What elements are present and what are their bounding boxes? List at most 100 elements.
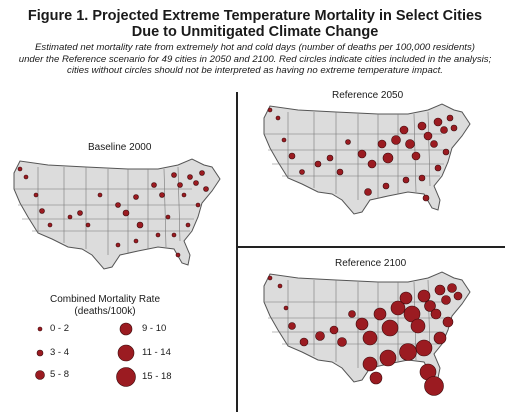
legend-title-line-1: Combined Mortality Rate [49,294,161,305]
legend-circle-3-4 [36,349,44,357]
city-circle [177,182,183,188]
city-circle [450,124,458,132]
city-circle [348,310,356,318]
city-circle [315,331,325,341]
city-circle [195,202,201,208]
city-circle [47,222,53,228]
city-circle [377,139,387,149]
legend-label-9-10: 9 - 10 [142,323,167,334]
city-circle [382,152,394,164]
title-line-1: Figure 1. Projected Extreme Temperature … [27,8,483,24]
city-circle [362,356,378,372]
city-circle [203,186,209,192]
city-circle [288,322,296,330]
city-circles-2100 [267,275,463,396]
legend-circle-15-18 [116,367,136,387]
map-reference-2100 [263,271,471,396]
city-circle [446,114,454,122]
panel-label-baseline: Baseline 2000 [88,142,152,153]
city-circle [133,238,139,244]
city-circle [355,317,369,331]
city-circle [424,300,436,312]
city-circle [405,139,415,149]
city-circle [402,176,410,184]
city-circle [379,349,397,367]
legend-circle-11-14 [117,344,135,362]
us-outline [13,158,221,270]
city-circle [441,295,451,305]
city-circle [382,182,390,190]
city-circle [369,371,383,385]
city-circle [440,126,448,134]
city-circle [151,182,157,188]
city-circle [399,291,413,305]
city-circle [399,125,409,135]
legend-title-line-2: (deaths/100k) [74,306,136,317]
city-circle [187,174,193,180]
city-circle [345,139,351,145]
city-circle [288,152,296,160]
city-circle [33,192,39,198]
city-circle [275,115,281,121]
vertical-divider [236,92,238,412]
map-reference-2050 [263,103,471,215]
panel-label-ref2050: Reference 2050 [332,90,404,101]
subtitle-line-2: under the Reference scenario for 49 citi… [18,53,492,65]
city-circle [417,289,431,303]
city-circle [336,168,344,176]
city-circle [159,192,165,198]
city-circle [417,121,427,131]
city-circle [133,194,139,200]
city-circle [299,169,305,175]
city-circle [155,232,161,238]
city-circle [364,188,372,196]
city-circle [267,107,273,113]
legend-circle-0-2 [37,326,43,332]
city-circle [185,222,191,228]
city-circle [23,174,29,180]
city-circle [281,137,287,143]
city-circles-2050 [267,107,458,202]
subtitle-line-3: cities without circles should not be int… [67,65,443,77]
legend-circle-5-8 [35,370,45,380]
legend-title: Combined Mortality Rate (deaths/100k) [40,294,170,318]
city-circle [357,149,367,159]
city-circle [85,222,91,228]
city-circle [442,148,450,156]
city-circle [367,159,377,169]
legend-label-0-2: 0 - 2 [50,323,70,334]
city-circle [171,232,177,238]
city-circle [165,214,171,220]
figure-title: Figure 1. Projected Extreme Temperature … [0,8,510,40]
map-baseline-2000 [13,158,221,270]
legend-circle-9-10 [119,322,133,336]
legend-label-15-18: 15 - 18 [142,371,172,382]
city-circle [373,307,387,321]
city-circle [430,140,438,148]
city-circle [424,376,444,396]
city-circle [434,164,442,172]
city-circle [175,252,181,258]
city-circle [97,192,103,198]
city-circle [171,172,177,178]
city-circle [329,325,339,335]
city-circle [430,308,442,320]
city-circle [434,284,446,296]
city-circle [267,275,273,281]
city-circle [399,343,417,361]
city-circle [314,160,322,168]
city-circle [337,337,347,347]
city-circle [433,117,443,127]
city-circle [277,283,283,289]
city-circle [17,166,23,172]
city-circle [415,339,433,357]
city-circle [423,131,433,141]
horizontal-divider [237,246,505,248]
city-circle [115,202,121,208]
subtitle-line-1: Estimated net mortality rate from extrem… [35,42,475,53]
figure-subtitle: Estimated net mortality rate from extrem… [6,42,504,77]
city-circle [442,316,454,328]
city-circle [77,210,83,216]
city-circle [390,300,406,316]
city-circle [193,180,199,186]
